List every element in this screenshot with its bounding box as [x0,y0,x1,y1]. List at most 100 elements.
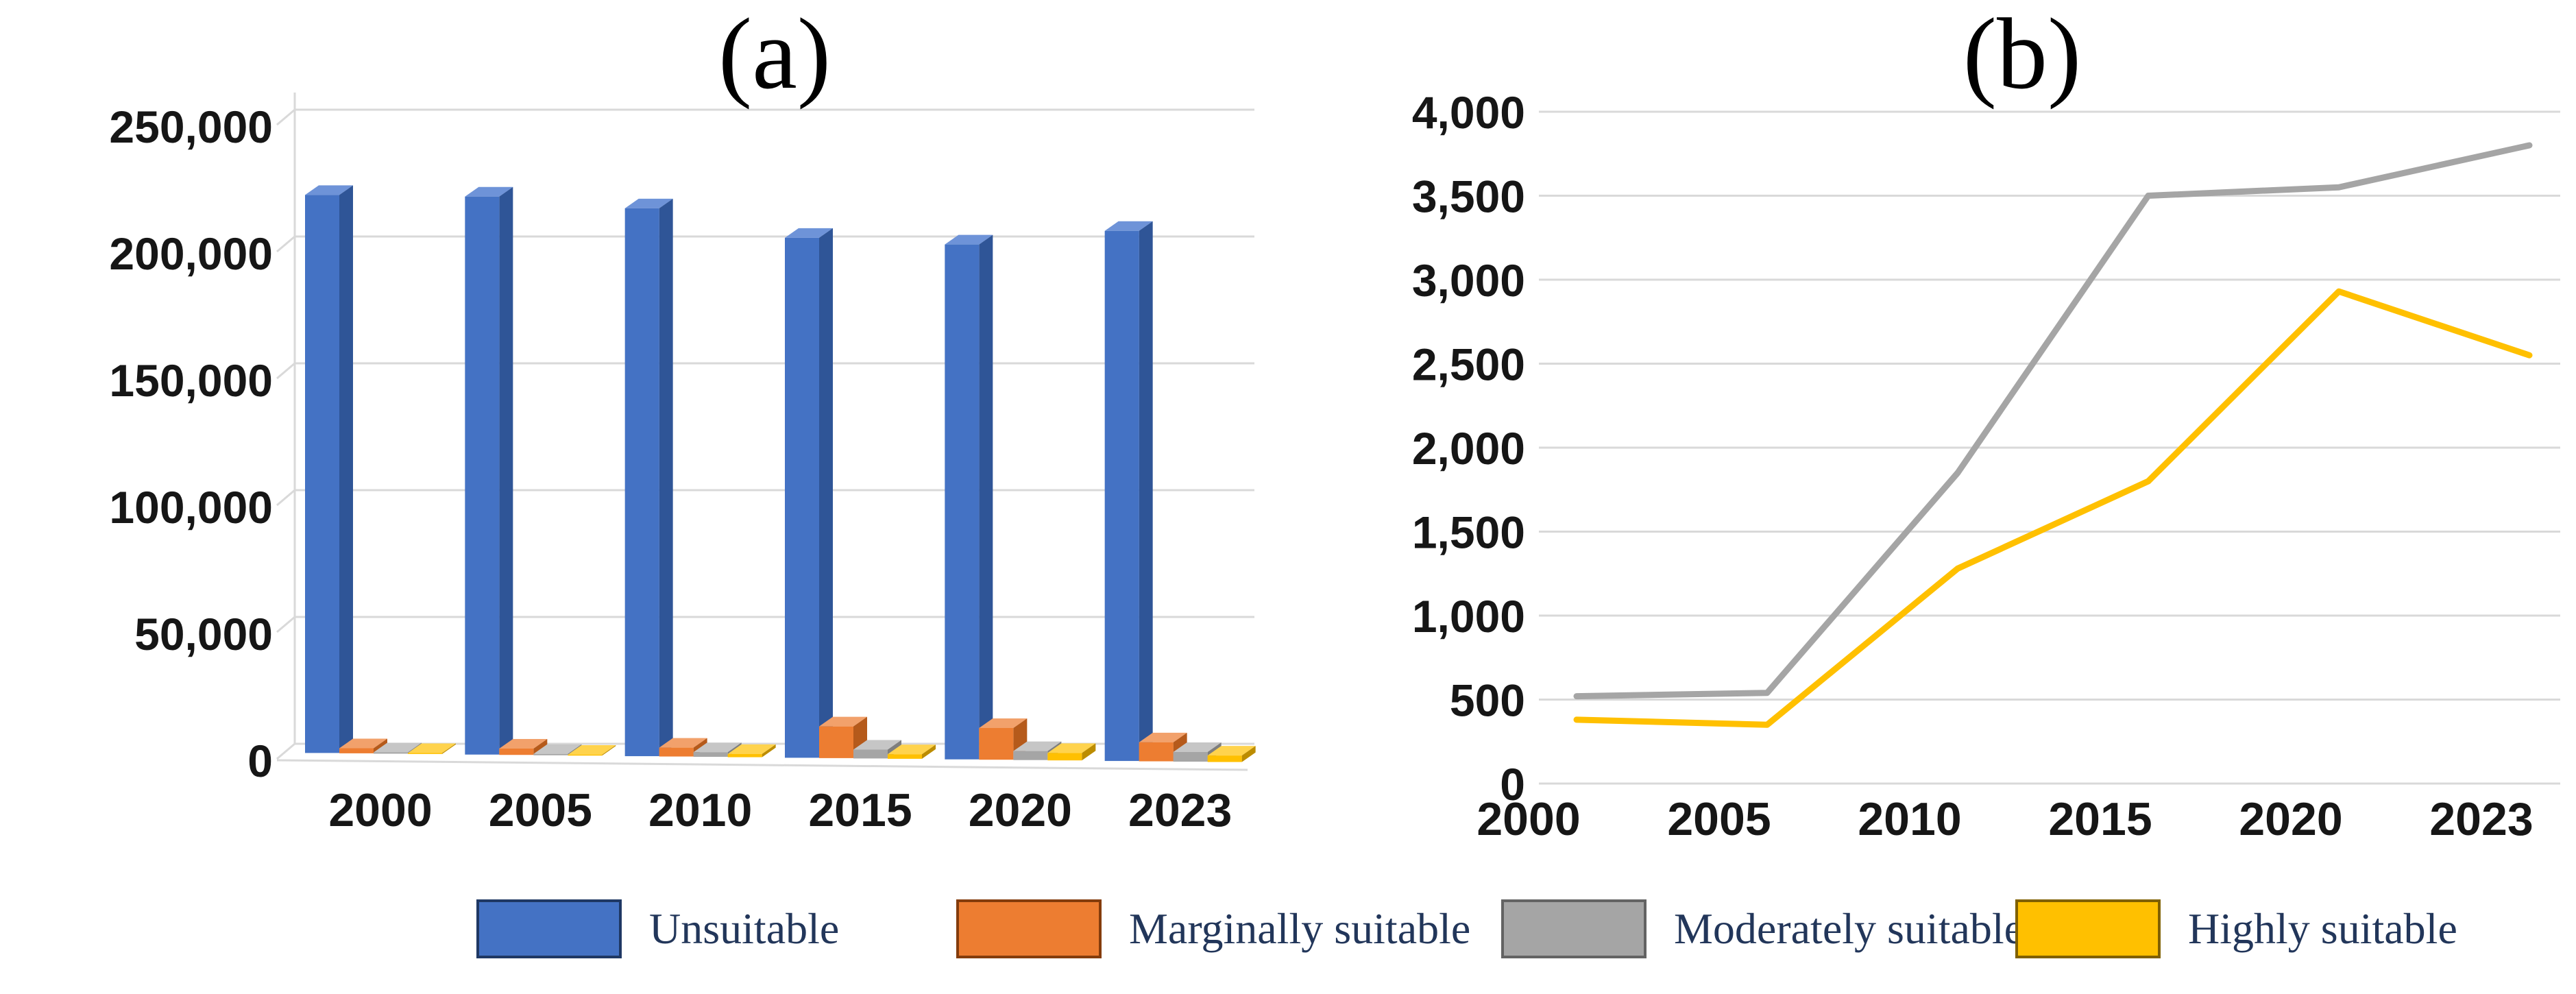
bar-highly-suitable-2020 [1047,743,1096,761]
panel-b-y-tick-label: 1,000 [1412,591,1525,642]
bar-top-face [1139,732,1187,742]
bar-front-face [1047,753,1082,761]
bar-top-face [659,738,707,748]
panel-b-y-tick-label: 1,500 [1412,507,1525,558]
bar-highly-suitable-2015 [888,744,936,759]
legend-label-marginally-suitable: Marginally suitable [1129,904,1471,953]
bar-top-face [339,738,387,749]
bar-unsuitable-2023 [1104,221,1153,762]
panel-b-y-tick-label: 2,500 [1412,339,1525,390]
panel-a-y-tick-label: 150,000 [109,355,273,406]
line-moderately-suitable [1573,142,2533,700]
bar-front-face [1207,755,1242,762]
bar-side-face [1082,743,1096,761]
panel-b-y-tick-label: 3,500 [1412,171,1525,222]
bar-highly-suitable-2005 [568,744,616,756]
bar-front-face [1139,742,1174,762]
bar-top-face [624,198,673,208]
bar-top-face [979,718,1028,728]
bar-front-face [693,752,728,757]
panel-b-x-label: 2015 [2048,793,2152,845]
panel-a-tick-connector [276,616,295,633]
panel-a-y-tick-label: 200,000 [109,228,273,279]
panel-b-plot: 4,0003,5003,0002,5002,0001,5001,00050002… [1412,87,2560,845]
panel-b-x-label: 2023 [2429,793,2533,845]
panel-b-y-tick-label: 0 [1500,759,1525,810]
bar-top-face [693,742,742,753]
bar-top-face [1104,221,1153,231]
legend-swatch-moderately-suitable [1501,899,1647,958]
bar-top-face [785,228,833,238]
legend-swatch-unsuitable [476,899,622,958]
panel-a-y-tick-label: 50,000 [134,609,273,659]
bar-top-face [568,744,616,755]
panel-b-y-tick-label: 2,000 [1412,423,1525,474]
bar-top-face [408,743,456,753]
bar-front-face [499,748,534,755]
bar-side-face [659,198,673,757]
panel-a-plot: 250,000 200,000 150,000 100,000 50,000 0 2000 2… [109,93,1256,836]
bar-front-face [979,727,1014,760]
bar-top-face [374,742,422,753]
bar-unsuitable-2000 [305,185,353,753]
bar-side-face [533,738,548,755]
bar-front-face [1104,230,1139,762]
bar-unsuitable-2010 [624,198,673,757]
bar-unsuitable-2020 [945,234,993,760]
panel-b-x-label: 2010 [1858,793,1961,845]
bar-highly-suitable-2000 [408,743,456,754]
panel-b-x-label: 2020 [2239,793,2342,845]
bar-top-face [305,185,353,195]
panel-a-x-label: 2015 [808,784,912,836]
bar-front-face [945,244,980,760]
legend-label-highly-suitable: Highly suitable [2188,904,2457,953]
bar-top-face [1207,746,1256,756]
bar-top-face [1013,741,1062,751]
bar-side-face [819,228,833,758]
bar-unsuitable-2005 [465,186,513,755]
legend-item-highly-suitable: Highly suitable [2015,899,2457,958]
panel-a-tick-connector [276,362,295,380]
bar-top-face [727,744,776,754]
legend-label-moderately-suitable: Moderately suitable [1674,904,2024,953]
bar-front-face [888,754,922,759]
panel-a-y-tick-label: 0 [247,736,273,786]
panel-a-tick-connector [276,235,295,253]
line-highly-suitable [1573,288,2533,728]
bar-side-face [442,743,456,754]
panel-a-tick-connector [276,489,295,507]
bar-marginally-suitable-2023 [1139,732,1187,762]
bar-top-face [1047,743,1096,753]
panel-b-title: (b) [1963,0,2082,110]
bar-marginally-suitable-2000 [339,738,387,753]
bar-front-face [1173,752,1208,762]
bar-side-face [1139,221,1153,762]
panel-a-tick-connector [276,742,295,760]
bar-front-face [533,753,568,755]
legend-label-unsuitable: Unsuitable [649,904,840,953]
bar-side-face [1241,746,1256,762]
bar-front-face [853,749,888,759]
bar-front-face [374,752,408,754]
bar-side-face [922,744,936,759]
bar-moderately-suitable-2015 [853,740,901,759]
bar-side-face [499,186,513,755]
panel-b-y-tick-label: 3,000 [1412,255,1525,306]
bar-front-face [305,195,339,753]
legend-swatch-highly-suitable [2015,899,2161,958]
panel-a-x-label: 2020 [969,784,1072,836]
bar-front-face [624,208,659,757]
legend-item-unsuitable: Unsuitable [476,899,839,958]
bar-top-face [888,744,936,755]
panel-b-y-tick-label: 4,000 [1412,87,1525,138]
bar-top-face [1173,742,1222,753]
bar-unsuitable-2015 [785,228,833,758]
bar-highly-suitable-2023 [1207,746,1256,762]
bar-side-face [374,738,387,753]
panel-a-tick-connector [276,108,295,126]
panel-a-x-label: 2000 [328,784,432,836]
bar-highly-suitable-2010 [727,744,776,757]
bar-top-face [945,234,993,245]
